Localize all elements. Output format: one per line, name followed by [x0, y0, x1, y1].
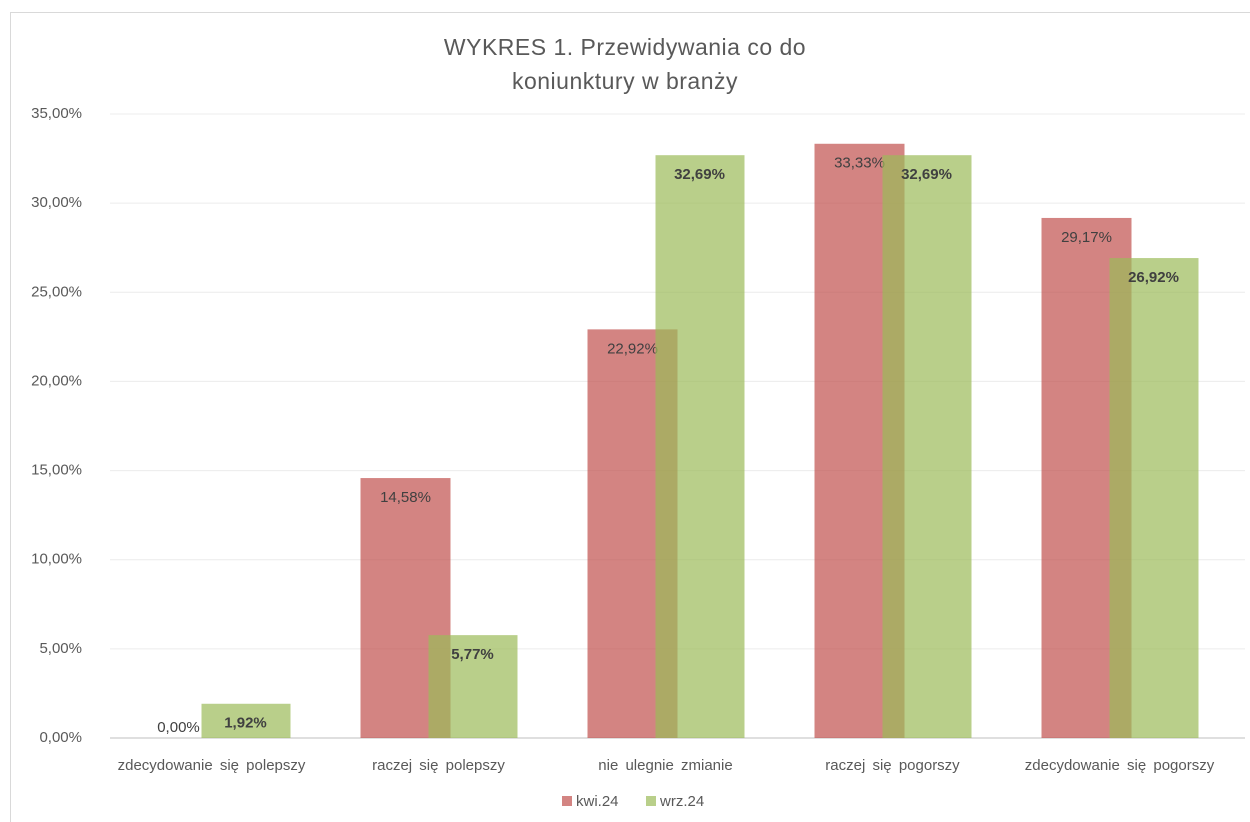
- data-label: 0,00%: [157, 719, 200, 736]
- data-label: 32,69%: [674, 166, 725, 183]
- data-label: 33,33%: [834, 155, 885, 172]
- chart-title: WYKRES 1. Przewidywania co do koniunktur…: [443, 34, 807, 94]
- data-label: 29,17%: [1061, 229, 1112, 246]
- legend-label: kwi.24: [576, 793, 619, 810]
- y-tick-label: 5,00%: [39, 640, 82, 657]
- x-tick-label: zdecydowanie się pogorszy: [1025, 757, 1215, 774]
- bar: [201, 703, 291, 738]
- x-tick-label: raczej się polepszy: [372, 757, 505, 774]
- y-tick-label: 20,00%: [31, 372, 82, 389]
- x-tick-label: nie ulegnie zmianie: [598, 757, 732, 774]
- y-tick-label: 10,00%: [31, 551, 82, 568]
- data-label: 26,92%: [1128, 269, 1179, 286]
- x-tick-label: raczej się pogorszy: [825, 757, 960, 774]
- data-label: 22,92%: [607, 340, 658, 357]
- data-label: 5,77%: [451, 646, 494, 663]
- y-tick-label: 30,00%: [31, 194, 82, 211]
- chart-border: [10, 12, 1250, 822]
- y-tick-label: 0,00%: [39, 729, 82, 746]
- y-tick-label: 35,00%: [31, 105, 82, 122]
- y-tick-label: 15,00%: [31, 462, 82, 479]
- bar: [882, 155, 972, 738]
- legend-label: wrz.24: [659, 793, 704, 810]
- bar: [428, 635, 518, 738]
- bar: [1109, 258, 1199, 738]
- y-tick-label: 25,00%: [31, 283, 82, 300]
- bar: [655, 155, 745, 738]
- data-label: 1,92%: [224, 715, 267, 732]
- data-label: 14,58%: [380, 489, 431, 506]
- legend-swatch: [646, 796, 656, 806]
- data-label: 32,69%: [901, 166, 952, 183]
- legend-swatch: [562, 796, 572, 806]
- x-tick-label: zdecydowanie się polepszy: [118, 757, 306, 774]
